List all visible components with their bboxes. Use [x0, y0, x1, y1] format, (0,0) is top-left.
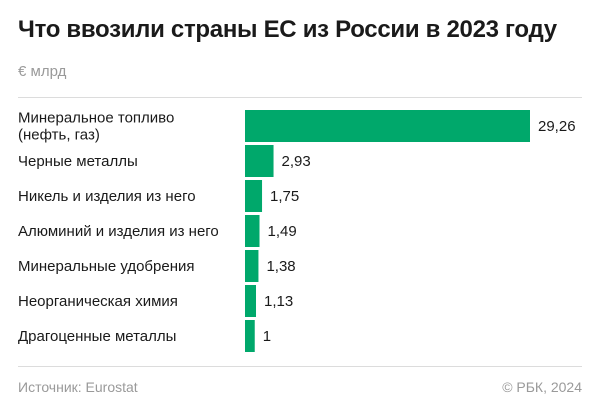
bar	[245, 320, 255, 352]
bar	[245, 110, 530, 142]
bar-chart: Минеральное топливо(нефть, газ) 29,26 Черн…	[18, 110, 576, 352]
value-label: 1,38	[266, 258, 295, 275]
bottom-divider	[18, 366, 582, 367]
bar	[245, 180, 263, 212]
unit-label: € млрд	[18, 63, 67, 80]
value-label: 1	[263, 328, 271, 345]
source-label: Источник: Eurostat	[18, 379, 138, 395]
value-label: 1,49	[268, 223, 297, 240]
bar	[245, 215, 260, 247]
category-label: Неорганическая химия	[18, 293, 178, 310]
value-label: 29,26	[538, 118, 576, 135]
category-label: (нефть, газ)	[18, 127, 100, 144]
value-label: 1,13	[264, 293, 293, 310]
copyright-label: © РБК, 2024	[502, 379, 582, 395]
category-label: Минеральные удобрения	[18, 258, 194, 275]
top-divider	[18, 97, 582, 98]
bar	[245, 145, 274, 177]
category-label: Драгоценные металлы	[18, 328, 176, 345]
chart-title: Что ввозили страны ЕС из России в 2023 г…	[18, 16, 557, 43]
category-label: Минеральное топливо	[18, 110, 174, 127]
value-label: 2,93	[282, 153, 311, 170]
bar	[245, 285, 257, 317]
value-label: 1,75	[270, 188, 299, 205]
category-label: Алюминий и изделия из него	[18, 223, 219, 240]
category-label: Никель и изделия из него	[18, 188, 196, 205]
bar	[245, 250, 259, 282]
category-label: Черные металлы	[18, 153, 138, 170]
